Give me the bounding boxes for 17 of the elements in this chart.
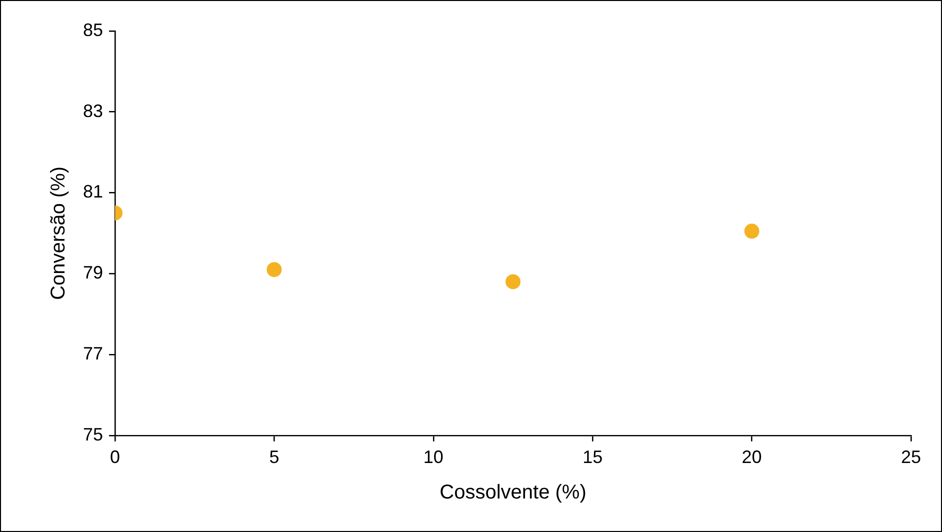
x-tick-label: 25 bbox=[900, 447, 922, 468]
y-axis-title: Conversão (%) bbox=[48, 166, 70, 300]
x-tick-label: 20 bbox=[742, 447, 762, 468]
point bbox=[744, 224, 760, 239]
x-tick-label: 10 bbox=[423, 447, 444, 468]
x-tick-label: 15 bbox=[582, 447, 603, 468]
x-axis-title: Cossolvente (%) bbox=[440, 482, 586, 504]
y-tick-label: 77 bbox=[82, 343, 104, 364]
y-tick-label: 81 bbox=[82, 182, 104, 202]
y-tick-label: 83 bbox=[82, 100, 104, 121]
x-tick-label: 5 bbox=[269, 447, 280, 468]
x-tick-label: 0 bbox=[110, 447, 120, 468]
point bbox=[506, 274, 521, 290]
point bbox=[266, 262, 282, 278]
y-tick-label: 85 bbox=[82, 20, 104, 40]
y-tick-label: 75 bbox=[82, 424, 104, 444]
y-tick-label: 79 bbox=[82, 262, 104, 283]
